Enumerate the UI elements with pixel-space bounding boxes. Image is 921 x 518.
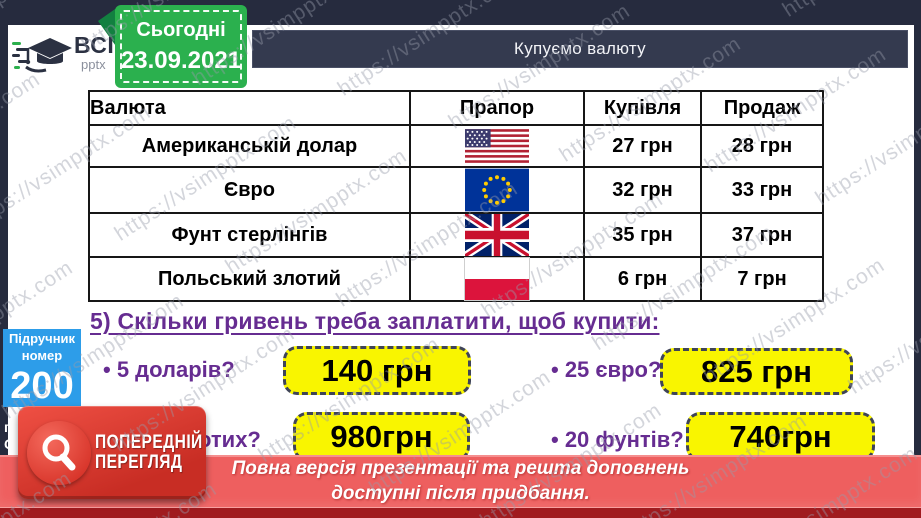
graduation-cap-icon bbox=[12, 34, 72, 83]
preview-badge-line1: ПОПЕРЕДНІЙ bbox=[95, 431, 203, 453]
col-header-sell: Продаж bbox=[700, 90, 824, 126]
date-value: 23.09.2021 bbox=[120, 46, 242, 74]
textbook-label-line1: Підручник bbox=[8, 331, 76, 347]
buy-rate: 32 грн bbox=[583, 166, 702, 214]
purchase-notice-line2: доступні після придбання. bbox=[331, 483, 590, 504]
date-label: Сьогодні bbox=[136, 18, 226, 41]
date-box: Сьогодні 23.09.2021 bbox=[115, 5, 247, 88]
col-header-buy: Купівля bbox=[583, 90, 702, 126]
currency-rate-table: Валюта Прапор Купівля Продаж Американськ… bbox=[88, 90, 824, 302]
textbook-number: 200 bbox=[10, 364, 74, 407]
logo-subtitle: pptx bbox=[81, 57, 106, 72]
preview-watermark-badge: ПОПЕРЕДНІЙ ПЕРЕГЛЯД bbox=[18, 406, 206, 499]
uk-flag-icon bbox=[409, 212, 585, 258]
table-row: Американській долар bbox=[88, 124, 824, 168]
sell-rate: 37 грн bbox=[700, 212, 824, 258]
col-header-flag: Прапор bbox=[409, 90, 585, 126]
buy-rate: 6 грн bbox=[583, 256, 702, 302]
eu-flag-icon bbox=[409, 166, 585, 214]
preview-badge-line2: ПЕРЕГЛЯД bbox=[95, 451, 183, 473]
date-box-fold bbox=[98, 7, 118, 54]
task-item-label-partial: отих? bbox=[198, 427, 261, 452]
task-item-label: • 20 фунтів? bbox=[551, 427, 684, 452]
vsim-pptx-logo: ВСІМ pptx bbox=[12, 34, 133, 83]
table-header-row: Валюта Прапор Купівля Продаж bbox=[88, 90, 824, 126]
currency-name: Євро bbox=[88, 166, 411, 214]
task-item-label: • 5 доларів? bbox=[103, 357, 235, 382]
answer-box: 980грн bbox=[293, 412, 470, 461]
currency-name: Польський злотий bbox=[88, 256, 411, 302]
answer-box: 740грн bbox=[686, 412, 875, 461]
pl-flag-icon bbox=[409, 256, 585, 302]
slide-title: Купуємо валюту bbox=[514, 39, 646, 58]
textbook-label-line2: номер bbox=[21, 347, 63, 363]
slide-title-bar: Купуємо валюту bbox=[252, 30, 908, 68]
sell-rate: 7 грн bbox=[700, 256, 824, 302]
magnifier-icon bbox=[27, 420, 91, 485]
currency-name: Американській долар bbox=[88, 124, 411, 168]
bottom-dark-red-strip bbox=[0, 508, 921, 518]
purchase-notice-line1: Повна версія презентації та решта доповн… bbox=[231, 458, 690, 480]
col-header-currency: Валюта bbox=[88, 90, 411, 126]
task-question: 5) Скільки гривень треба заплатити, щоб … bbox=[90, 308, 660, 334]
table-row: Фунт стерлінгів 35 грн 37 грн bbox=[88, 212, 824, 258]
answer-box: 825 грн bbox=[660, 348, 853, 395]
buy-rate: 27 грн bbox=[583, 124, 702, 168]
buy-rate: 35 грн bbox=[583, 212, 702, 258]
table-row: Євро 32 грн 33 грн bbox=[88, 166, 824, 214]
textbook-number-box: Підручник номер 200 bbox=[3, 329, 81, 407]
covered-text-fragment: п С bbox=[4, 419, 15, 452]
sell-rate: 28 грн bbox=[700, 124, 824, 168]
table-row: Польський злотий 6 грн 7 грн bbox=[88, 256, 824, 302]
currency-name: Фунт стерлінгів bbox=[88, 212, 411, 258]
sell-rate: 33 грн bbox=[700, 166, 824, 214]
answer-box: 140 грн bbox=[283, 346, 471, 395]
task-item-label: • 25 євро? bbox=[551, 357, 662, 382]
us-flag-icon bbox=[409, 124, 585, 168]
